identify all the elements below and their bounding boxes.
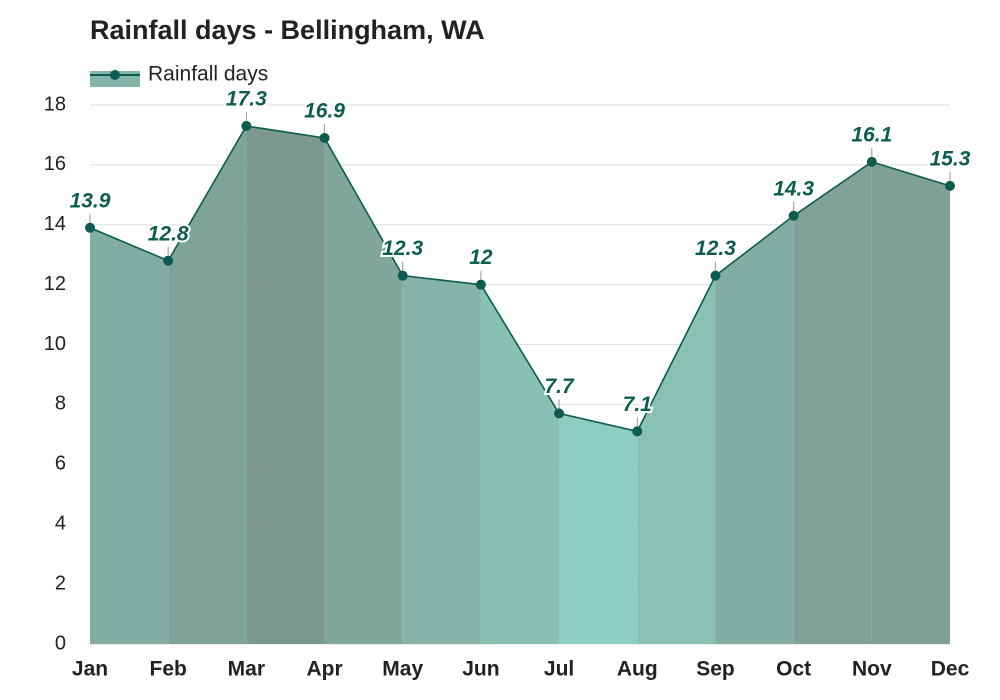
value-label: 12.3 <box>695 237 736 260</box>
value-label: 13.9 <box>70 189 111 212</box>
area-band <box>402 275 481 644</box>
marker <box>163 255 174 266</box>
area-band <box>871 161 950 644</box>
marker <box>241 120 252 131</box>
value-label: 17.3 <box>226 88 267 111</box>
y-tick-label: 6 <box>55 453 66 475</box>
y-tick-label: 10 <box>44 333 66 355</box>
value-label: 7.1 <box>623 393 652 416</box>
y-tick-label: 8 <box>55 393 66 415</box>
x-tick-label: Sep <box>696 658 735 681</box>
value-label: 16.1 <box>851 123 892 146</box>
area-band <box>90 227 169 644</box>
area-band <box>246 125 325 644</box>
area-band <box>480 284 560 644</box>
legend-marker <box>110 70 120 80</box>
x-tick-label: Jan <box>72 658 108 681</box>
area-band <box>559 413 638 644</box>
y-tick-label: 16 <box>44 153 66 175</box>
x-tick-label: May <box>382 658 423 681</box>
value-label: 16.9 <box>304 99 345 122</box>
value-label: 12.3 <box>382 237 423 260</box>
y-tick-label: 18 <box>44 93 66 115</box>
marker <box>475 279 486 290</box>
area-band <box>715 215 794 645</box>
value-label: 12 <box>469 246 493 269</box>
y-tick-label: 4 <box>55 513 66 535</box>
y-tick-label: 14 <box>44 213 66 235</box>
value-label: 12.8 <box>148 222 189 245</box>
y-tick-label: 12 <box>44 273 66 295</box>
chart-title: Rainfall days - Bellingham, WA <box>90 15 485 45</box>
marker <box>945 180 955 191</box>
area-band <box>168 125 247 644</box>
value-label: 7.7 <box>544 375 575 398</box>
line <box>89 125 951 433</box>
x-tick-label: Apr <box>306 658 342 681</box>
x-tick-label: Dec <box>931 658 970 681</box>
marker <box>397 270 408 281</box>
legend-label: Rainfall days <box>148 63 268 86</box>
marker <box>632 426 643 437</box>
x-tick-label: Aug <box>617 658 658 681</box>
marker <box>319 132 330 143</box>
x-tick-label: Jul <box>544 658 574 681</box>
x-tick-label: Nov <box>852 658 892 681</box>
marker <box>710 270 721 281</box>
value-label: 15.3 <box>930 147 971 170</box>
y-tick-label: 0 <box>55 632 66 654</box>
x-tick-label: Jun <box>462 658 499 681</box>
marker <box>85 222 95 233</box>
marker <box>554 408 565 419</box>
marker <box>866 156 877 167</box>
x-tick-label: Oct <box>776 658 811 681</box>
area-band <box>637 275 716 644</box>
x-tick-label: Mar <box>228 658 265 681</box>
area-band <box>793 161 872 644</box>
x-tick-label: Feb <box>150 658 187 681</box>
y-tick-label: 2 <box>55 572 66 594</box>
marker <box>788 210 799 221</box>
value-label: 14.3 <box>773 177 814 200</box>
area-band <box>324 137 403 644</box>
